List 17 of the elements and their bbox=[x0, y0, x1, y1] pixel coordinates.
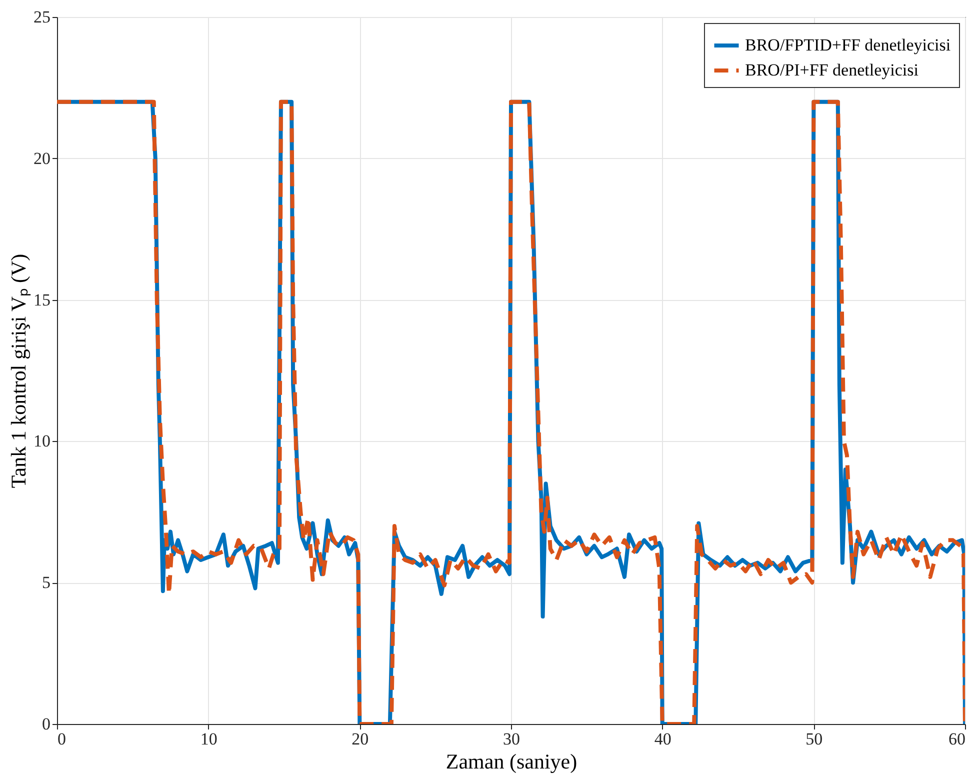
y-tick-label: 20 bbox=[34, 148, 50, 168]
y-tick-label: 5 bbox=[42, 573, 50, 592]
x-tick-label: 60 bbox=[948, 730, 966, 748]
x-tick-label: 50 bbox=[806, 730, 823, 748]
y-tick-label: 25 bbox=[34, 8, 50, 26]
legend-label: BRO/FPTID+FF denetleyicisi bbox=[745, 36, 951, 54]
legend-label: BRO/PI+FF denetleyicisi bbox=[745, 60, 919, 80]
x-tick-label: 30 bbox=[503, 730, 520, 748]
y-tick-label: 10 bbox=[34, 432, 50, 451]
y-tick-label: 0 bbox=[42, 714, 50, 734]
y-tick-label: 15 bbox=[34, 290, 50, 310]
x-axis-title: Zaman (saniye) bbox=[446, 750, 578, 774]
x-tick-label: 10 bbox=[200, 730, 218, 748]
x-tick-label: 20 bbox=[352, 730, 369, 748]
y-axis-title: Tank 1 kontrol girişi Vₚ (V) bbox=[6, 254, 32, 488]
x-tick-label: 0 bbox=[58, 730, 66, 748]
x-tick-label: 40 bbox=[654, 730, 672, 748]
